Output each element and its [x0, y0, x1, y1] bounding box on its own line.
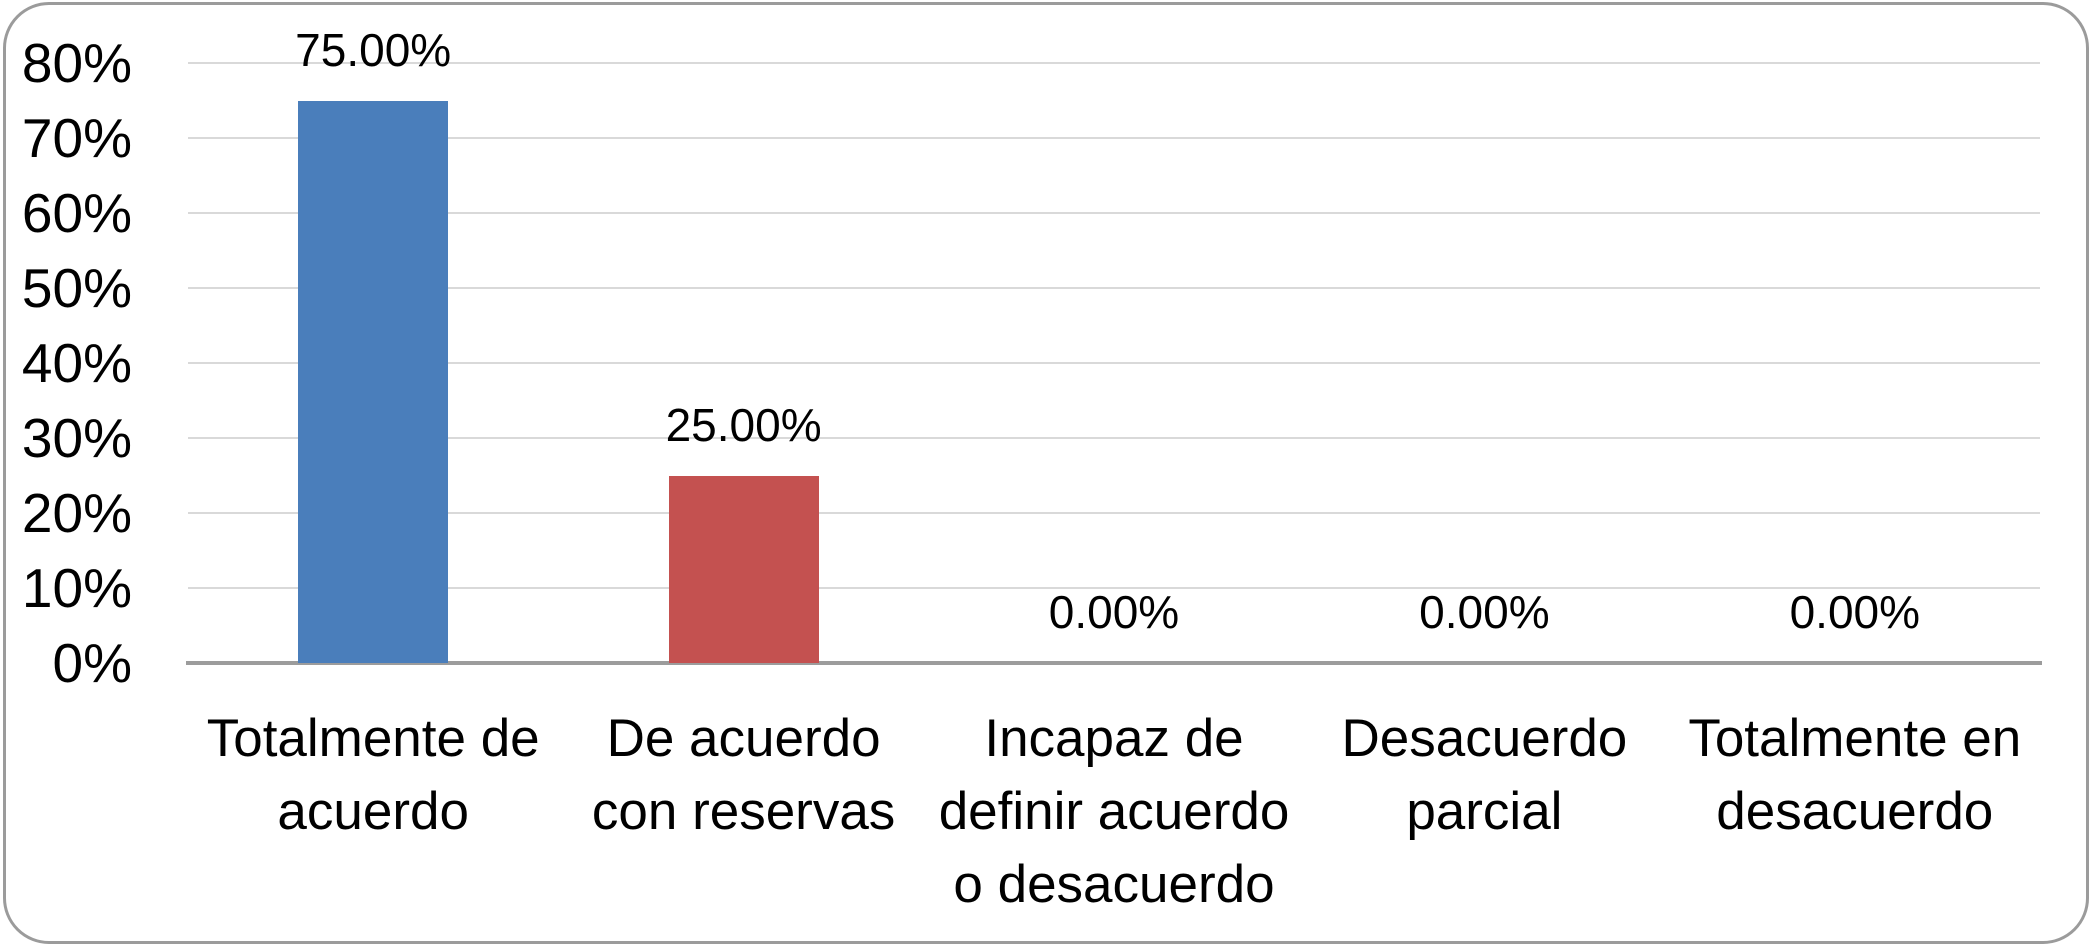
category-label-line: acuerdo — [277, 782, 469, 841]
y-tick-label: 40% — [21, 332, 132, 394]
y-tick-label: 30% — [21, 407, 132, 469]
category-label-line: Totalmente en — [1688, 709, 2022, 768]
category-label-line: parcial — [1406, 782, 1563, 841]
gridline — [188, 212, 2040, 214]
gridline — [188, 362, 2040, 364]
category-label: Incapaz de definir acuerdo o desacuerdo — [894, 702, 1334, 921]
category-label-line: Incapaz de — [984, 709, 1244, 768]
value-label: 25.00% — [665, 398, 822, 451]
value-label: 75.00% — [295, 23, 452, 76]
value-label: 0.00% — [1048, 586, 1180, 638]
gridline — [188, 437, 2040, 439]
category-label: Totalmente en desacuerdo — [1635, 702, 2075, 848]
category-label-line: desacuerdo — [1716, 782, 1994, 841]
category-label: Desacuerdo parcial — [1264, 702, 1704, 848]
y-tick-label: 60% — [21, 182, 132, 244]
category-label: De acuerdo con reservas — [524, 702, 964, 848]
y-tick-label: 10% — [21, 557, 132, 619]
category-label-line: definir acuerdo — [938, 782, 1290, 841]
gridline — [188, 587, 2040, 589]
value-label: 0.00% — [1789, 586, 1921, 638]
gridline — [188, 512, 2040, 514]
y-tick-label: 50% — [21, 257, 132, 319]
gridline — [188, 62, 2040, 64]
category-label-line: o desacuerdo — [953, 855, 1275, 914]
category-label-line: con reservas — [591, 782, 896, 841]
category-label: Totalmente de acuerdo — [153, 702, 593, 848]
y-tick-label: 80% — [21, 32, 132, 94]
gridline — [188, 137, 2040, 139]
category-label-line: Totalmente de — [206, 709, 540, 768]
value-label: 0.00% — [1419, 586, 1550, 638]
y-tick-label: 20% — [21, 482, 132, 544]
x-axis-line — [186, 661, 2042, 665]
category-label-line: Desacuerdo — [1341, 709, 1628, 768]
y-tick-label: 70% — [21, 107, 132, 169]
gridline — [188, 287, 2040, 289]
y-tick-label: 0% — [52, 632, 133, 694]
bar — [298, 100, 449, 663]
category-label-line: De acuerdo — [606, 709, 881, 768]
bar — [668, 475, 819, 663]
